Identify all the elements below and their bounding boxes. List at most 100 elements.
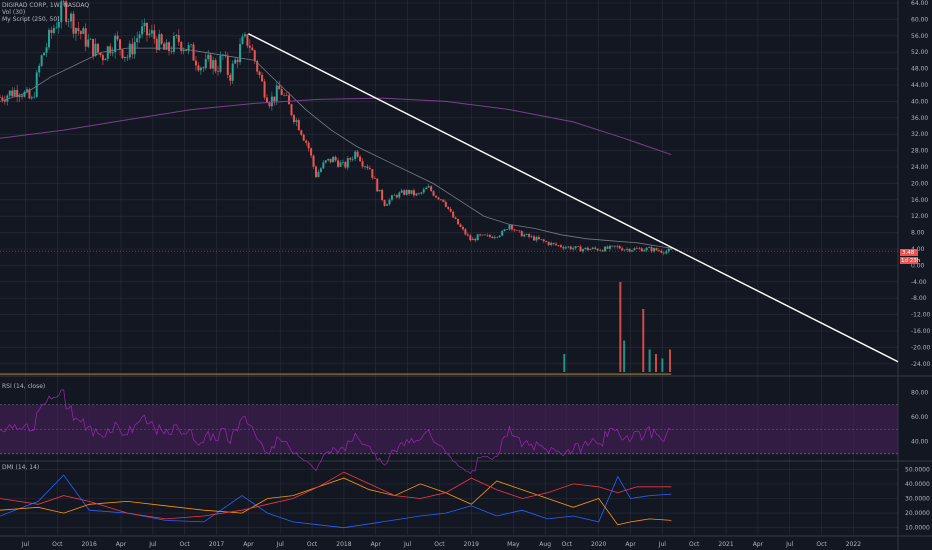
legend-dmi: DMI (14, 14) [2,464,40,471]
volume-bar [654,354,657,372]
candle-body [268,102,271,107]
candle-body [60,1,63,23]
candle-body [341,162,344,163]
candle-body [515,230,518,231]
candle-body [72,13,75,34]
candle-body [67,21,70,23]
candle-body [121,49,124,59]
candle-body [356,151,359,157]
candle-body [638,248,641,249]
candle-body [47,29,50,48]
candle-body [559,245,562,248]
y-tick-label: 64.00 [911,0,928,7]
y-tick-label: 0.00 [911,262,925,269]
y-tick-label: 12.00 [911,213,928,220]
candle-body [33,96,36,98]
y-tick-label: 40.00 [911,98,928,105]
candle-body [640,248,643,252]
candle-body [111,52,114,54]
x-tick-label: Oct [434,541,445,548]
candle-body [239,44,242,63]
candle-body [562,247,565,249]
candle-body [136,38,139,43]
candle-body [537,237,540,240]
candle-body [344,162,347,168]
candle-body [493,237,496,239]
candle-body [381,189,384,201]
candle-body [204,59,207,69]
candle-body [212,60,215,69]
candle-body [361,161,364,167]
candle-body [126,56,129,58]
candle-body [317,172,320,178]
candle-body [165,42,168,50]
candle-body [420,192,423,194]
volume-bar [668,349,671,372]
x-tick-label: 2022 [846,541,861,548]
x-tick-label: Oct [562,541,573,548]
candle-body [224,54,227,56]
candle-body [496,236,499,238]
candle-body [400,190,403,193]
candle-body [40,55,43,66]
dmi-tick-label: 10.0000 [905,525,930,532]
legend-rsi: RSI (14, close) [2,383,46,390]
candle-body [581,249,584,252]
candle-body [337,160,340,167]
candle-body [92,38,95,56]
candle-body [0,97,1,98]
x-tick-label: May [507,541,520,548]
x-tick-label: 2019 [464,541,479,548]
candle-body [435,195,438,198]
candle-body [153,30,156,39]
candle-body [131,43,134,55]
candle-body [633,248,636,251]
candle-body [363,166,366,168]
candle-body [510,224,513,230]
x-tick-label: 2017 [209,541,224,548]
candle-body [297,120,300,131]
candle-body [226,55,229,75]
candle-body [564,247,567,249]
candle-body [371,169,374,178]
candle-body [567,246,570,248]
candle-body [476,234,479,241]
candle-body [665,251,668,254]
candle-body [513,229,516,231]
y-tick-label: 24.00 [911,164,928,171]
volume-bar [623,340,626,372]
candle-body [163,43,166,50]
rsi-tick-label: 60.00 [911,414,928,421]
x-tick-label: Jul [785,541,794,548]
candle-body [116,35,119,40]
candle-body [667,248,670,252]
candle-body [45,47,48,53]
candle-body [312,155,315,167]
candle-body [648,247,651,248]
candle-body [248,45,251,48]
candle-body [354,151,357,159]
axes: Jul Oct 2016 Apr Jul Oct 2017 Apr Jul Oct 2018 Apr J… [21,0,931,548]
candle-body [542,239,545,242]
candle-body [662,252,665,254]
candle-body [16,90,19,98]
candle-body [236,59,239,63]
candle-body [422,189,425,193]
candle-body [481,234,484,236]
legend-vol: Vol (30) [2,9,26,16]
candle-body [38,65,41,73]
dmi-tick-label: 50.0000 [905,466,930,473]
candle-body [388,199,391,205]
indicator-lines [0,33,899,474]
candle-body [655,248,658,251]
x-tick-label: Apr [753,541,764,548]
candle-body [160,34,163,44]
candle-body [18,95,21,98]
x-tick-label: Apr [625,541,636,548]
candle-body [307,142,310,149]
candle-body [65,1,68,22]
candle-body [574,246,577,249]
candle-body [547,242,550,245]
candle-body [442,199,445,202]
